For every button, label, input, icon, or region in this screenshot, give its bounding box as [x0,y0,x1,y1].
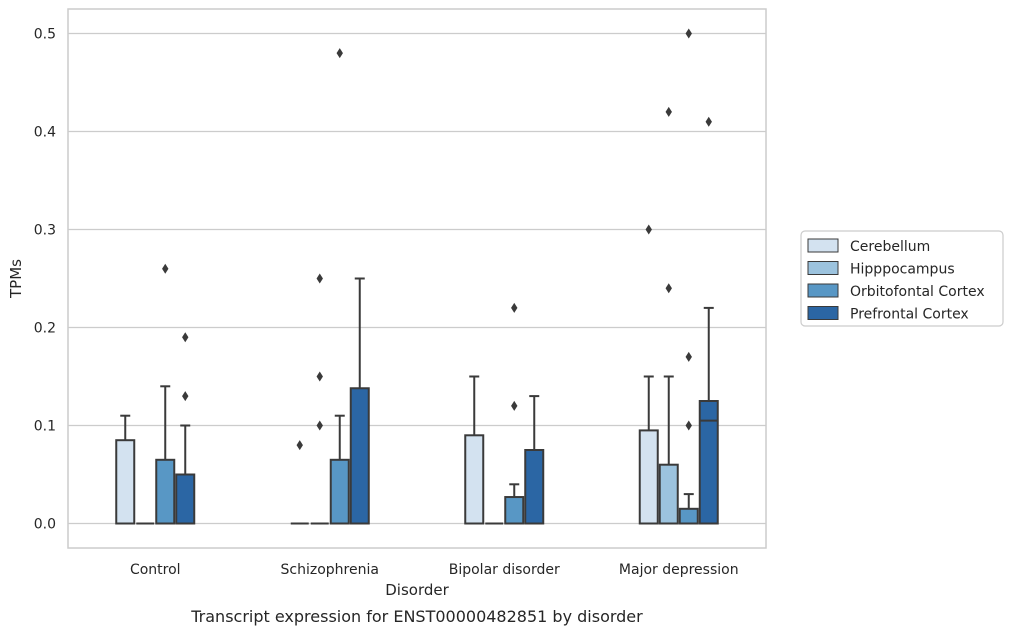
x-tick-label: Bipolar disorder [449,562,560,578]
y-tick-label: 0.2 [34,321,56,337]
series-orbitofontal-cortex [155,28,699,525]
outlier-point [316,371,323,382]
outlier-point [511,302,518,313]
box [175,332,196,525]
box [464,375,485,525]
x-tick-label: Control [130,562,181,578]
box-body [175,473,196,525]
box-body [115,439,136,525]
y-tick-label: 0.4 [34,125,56,141]
grid-lines [68,32,766,525]
legend-label: Cerebellum [850,239,930,255]
legend-label: Orbitofontal Cortex [850,284,985,300]
outlier-point [705,116,712,127]
x-axis-title: Disorder [385,581,449,599]
outlier-point [182,332,189,343]
outlier-point [685,28,692,39]
box-body [329,458,350,525]
legend-label: Prefrontal Cortex [850,307,969,323]
outlier-point [296,440,303,451]
outlier-point [685,351,692,362]
outlier-point [685,420,692,431]
box-body [678,507,699,525]
chart-caption: Transcript expression for ENST0000048285… [190,607,643,626]
box [310,273,329,525]
outlier-point [645,224,652,235]
outlier-point [316,420,323,431]
legend-swatch [807,283,839,298]
box [678,28,699,525]
box-series [115,28,719,525]
box-body [464,434,485,525]
box [504,302,525,525]
series-cerebellum [115,224,659,525]
legend-label: Hipppocampus [850,262,955,278]
box [349,277,370,525]
outlier-point [316,273,323,284]
box-body [658,463,679,525]
outlier-point [182,391,189,402]
y-tick-label: 0.1 [34,419,56,435]
y-tick-label: 0.5 [34,27,56,43]
outlier-point [162,263,169,274]
box [658,106,679,525]
y-axis-title: TPMs [7,259,25,299]
outlier-point [336,48,343,59]
outlier-point [511,400,518,411]
box-body [155,458,176,525]
box [155,263,176,525]
box [524,395,545,525]
box [698,116,719,525]
legend-frame [800,230,1004,327]
y-tick-label: 0.0 [34,517,56,533]
box-body [504,496,525,525]
box-body [349,387,370,525]
outlier-point [665,283,672,294]
box-body [638,429,659,525]
legend: Cerebellum Hipppocampus Orbitofontal Corte… [800,230,1004,327]
plot-frame [67,8,767,549]
y-axis-ticks: 0.0 0.1 0.2 0.3 0.4 0.5 [34,27,56,533]
box [115,414,136,525]
x-axis-ticks: Control Schizophrenia Bipolar disorder Majo… [130,562,739,578]
box [329,48,350,525]
legend-swatch [807,238,839,253]
x-tick-label: Major depression [619,562,739,578]
y-tick-label: 0.3 [34,223,56,239]
outlier-point [665,106,672,117]
box-body [524,449,545,525]
x-tick-label: Schizophrenia [281,562,379,578]
box [290,440,309,525]
series-hipppocampus [136,106,679,525]
legend-swatch [807,261,839,275]
legend-swatch [807,306,839,320]
series-prefrontal-cortex [175,116,719,525]
box [638,224,659,525]
box-body [698,400,719,525]
